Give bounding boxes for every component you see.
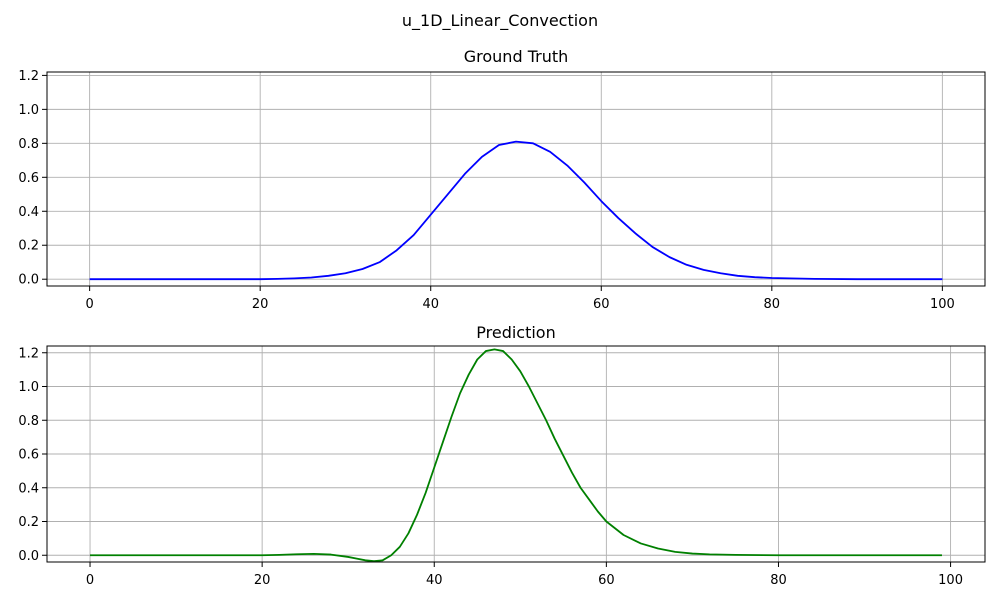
ground-truth-y-tick-label: 0.6 (18, 171, 39, 186)
figure-suptitle: u_1D_Linear_Convection (402, 11, 598, 31)
ground-truth-x-tick-label: 0 (85, 297, 93, 312)
prediction-x-tick-label: 40 (426, 573, 443, 588)
prediction-x-tick-label: 0 (86, 573, 94, 588)
ground-truth-grid (47, 72, 985, 286)
prediction-grid (47, 346, 985, 562)
ground-truth-line-layer (89, 140, 943, 281)
ground-truth-x-tick-label: 60 (593, 297, 610, 312)
ground-truth-y-tick-label: 0.0 (18, 273, 39, 288)
prediction-x-tick-label: 60 (598, 573, 615, 588)
ground-truth-y-tick-label: 0.4 (18, 205, 39, 220)
prediction-y-tick-label: 0.8 (18, 414, 39, 429)
ground-truth-y-tick-label: 1.2 (18, 69, 39, 84)
prediction-y-tick-label: 0.0 (18, 549, 39, 564)
prediction-y-tick-label: 1.0 (18, 380, 39, 395)
ground-truth-panel: Ground Truth 0 20 40 60 80 100 0.0 0.2 0.4 0.6 0.8… (18, 47, 986, 312)
ground-truth-title: Ground Truth (464, 47, 569, 66)
prediction-x-tick-label: 80 (770, 573, 787, 588)
ground-truth-x-tick-label: 40 (422, 297, 439, 312)
ground-truth-x-tick-label: 80 (764, 297, 781, 312)
ground-truth-x-tick-label: 100 (930, 297, 955, 312)
prediction-ticks: 0 20 40 60 80 100 0.0 0.2 0.4 0.6 0.8 1.0 1.2 (18, 346, 963, 588)
ground-truth-series-line (89, 140, 943, 281)
prediction-y-tick-label: 1.2 (18, 346, 39, 361)
prediction-y-tick-label: 0.6 (18, 448, 39, 463)
prediction-title: Prediction (476, 323, 555, 342)
ground-truth-axes-frame (46, 71, 986, 287)
ground-truth-ticks: 0 20 40 60 80 100 0.0 0.2 0.4 0.6 0.8 1.0 1.2 (18, 69, 954, 312)
prediction-x-tick-label: 20 (254, 573, 271, 588)
prediction-y-tick-label: 0.2 (18, 515, 39, 530)
ground-truth-y-tick-label: 0.8 (18, 137, 39, 152)
prediction-y-tick-label: 0.4 (18, 481, 39, 496)
prediction-panel: Prediction 0 20 40 60 80 100 0.0 0.2 0.4 0.6 0.8 1.… (18, 323, 986, 588)
ground-truth-y-tick-label: 1.0 (18, 103, 39, 118)
ground-truth-y-tick-label: 0.2 (18, 239, 39, 254)
ground-truth-x-tick-label: 20 (252, 297, 269, 312)
prediction-series-line (90, 348, 942, 563)
prediction-x-tick-label: 100 (938, 573, 963, 588)
prediction-line-layer (90, 348, 942, 563)
